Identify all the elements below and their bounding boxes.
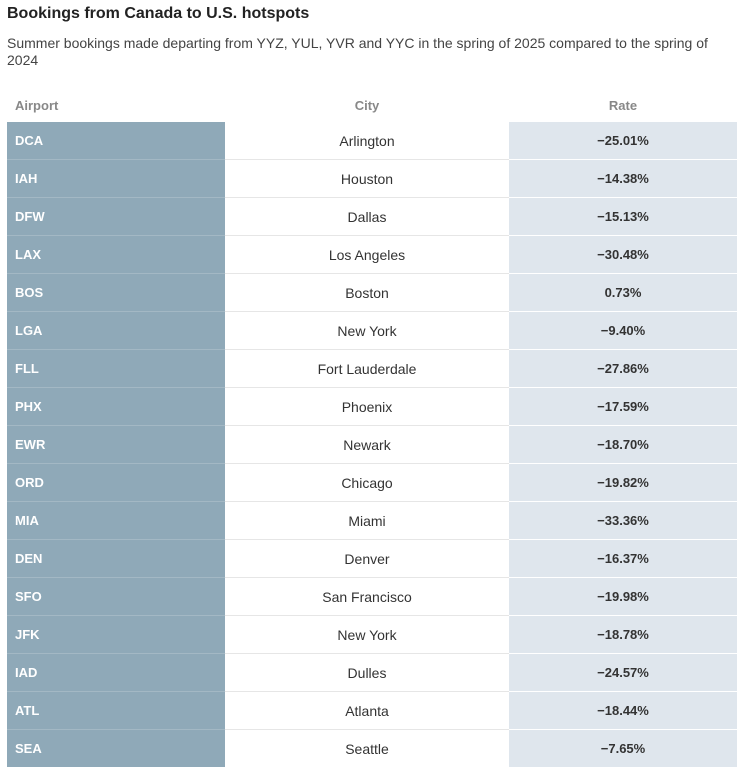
rate-cell: −7.65% bbox=[509, 729, 737, 767]
city-cell: Chicago bbox=[225, 463, 509, 502]
table-row: ORD Chicago −19.82% bbox=[7, 463, 737, 502]
rate-cell: 0.73% bbox=[509, 273, 737, 312]
table-row: PHX Phoenix −17.59% bbox=[7, 387, 737, 426]
chart-subtitle: Summer bookings made departing from YYZ,… bbox=[7, 35, 708, 68]
city-cell: Phoenix bbox=[225, 387, 509, 426]
airport-cell: MIA bbox=[7, 501, 225, 540]
city-cell: Boston bbox=[225, 273, 509, 312]
bookings-table: Airport City Rate DCA Arlington −25.01% IAH… bbox=[7, 88, 737, 767]
city-cell: Los Angeles bbox=[225, 235, 509, 274]
rate-cell: −19.82% bbox=[509, 463, 737, 502]
table-row: EWR Newark −18.70% bbox=[7, 425, 737, 464]
table-row: ATL Atlanta −18.44% bbox=[7, 691, 737, 730]
city-cell: New York bbox=[225, 615, 509, 654]
city-cell: New York bbox=[225, 311, 509, 350]
table-row: BOS Boston 0.73% bbox=[7, 273, 737, 312]
column-header-airport: Airport bbox=[15, 97, 59, 113]
rate-cell: −19.98% bbox=[509, 577, 737, 616]
city-cell: Houston bbox=[225, 159, 509, 198]
rate-cell: −24.57% bbox=[509, 653, 737, 692]
column-header-rate: Rate bbox=[608, 97, 638, 113]
table-row: LGA New York −9.40% bbox=[7, 311, 737, 350]
table-row: DFW Dallas −15.13% bbox=[7, 197, 737, 236]
rate-cell: −18.70% bbox=[509, 425, 737, 464]
airport-cell: LAX bbox=[7, 235, 225, 274]
city-cell: Dallas bbox=[225, 197, 509, 236]
table-row: MIA Miami −33.36% bbox=[7, 501, 737, 540]
table-body: DCA Arlington −25.01% IAH Houston −14.38% DFW D… bbox=[7, 122, 737, 767]
airport-cell: IAH bbox=[7, 159, 225, 198]
rate-cell: −9.40% bbox=[509, 311, 737, 350]
airport-cell: ORD bbox=[7, 463, 225, 502]
rate-cell: −30.48% bbox=[509, 235, 737, 274]
table-row: JFK New York −18.78% bbox=[7, 615, 737, 654]
city-cell: Seattle bbox=[345, 740, 389, 757]
rate-cell: −17.59% bbox=[509, 387, 737, 426]
rate-cell: −33.36% bbox=[509, 501, 737, 540]
rate-cell: −18.44% bbox=[509, 691, 737, 730]
table-row: IAD Dulles −24.57% bbox=[7, 653, 737, 692]
city-cell: Newark bbox=[225, 425, 509, 464]
airport-cell: SFO bbox=[7, 577, 225, 616]
airport-cell: DFW bbox=[7, 197, 225, 236]
table-row: LAX Los Angeles −30.48% bbox=[7, 235, 737, 274]
airport-cell: SEA bbox=[7, 729, 225, 767]
airport-cell: IAD bbox=[7, 653, 225, 692]
city-cell: Miami bbox=[225, 501, 509, 540]
table-row: DEN Denver −16.37% bbox=[7, 539, 737, 578]
table-row: FLL Fort Lauderdale −27.86% bbox=[7, 349, 737, 388]
rate-cell: −14.38% bbox=[509, 159, 737, 198]
airport-cell: LGA bbox=[7, 311, 225, 350]
city-cell: Atlanta bbox=[225, 691, 509, 730]
header-row: Airport City Rate bbox=[7, 88, 737, 122]
rate-cell: −27.86% bbox=[509, 349, 737, 388]
airport-cell: PHX bbox=[7, 387, 225, 426]
city-cell: Denver bbox=[225, 539, 509, 578]
city-cell: Fort Lauderdale bbox=[225, 349, 509, 388]
airport-cell: ATL bbox=[7, 691, 225, 730]
rate-cell: −25.01% bbox=[509, 122, 737, 160]
city-cell: Arlington bbox=[225, 122, 509, 160]
rate-cell: −16.37% bbox=[509, 539, 737, 578]
airport-cell: FLL bbox=[7, 349, 225, 388]
table-row: IAH Houston −14.38% bbox=[7, 159, 737, 198]
table-row: SEA Seattle −7.65% bbox=[7, 729, 737, 767]
city-cell: San Francisco bbox=[225, 577, 509, 616]
rate-cell: −15.13% bbox=[509, 197, 737, 236]
city-cell: Dulles bbox=[225, 653, 509, 692]
airport-cell: DEN bbox=[7, 539, 225, 578]
airport-cell: BOS bbox=[7, 273, 225, 312]
table-row: DCA Arlington −25.01% bbox=[7, 122, 737, 160]
chart-title: Bookings from Canada to U.S. hotspots bbox=[7, 5, 310, 22]
airport-cell: EWR bbox=[7, 425, 225, 464]
airport-cell: JFK bbox=[7, 615, 225, 654]
column-header-city: City bbox=[354, 97, 380, 113]
rate-cell: −18.78% bbox=[509, 615, 737, 654]
airport-cell: DCA bbox=[7, 122, 225, 160]
table-row: SFO San Francisco −19.98% bbox=[7, 577, 737, 616]
